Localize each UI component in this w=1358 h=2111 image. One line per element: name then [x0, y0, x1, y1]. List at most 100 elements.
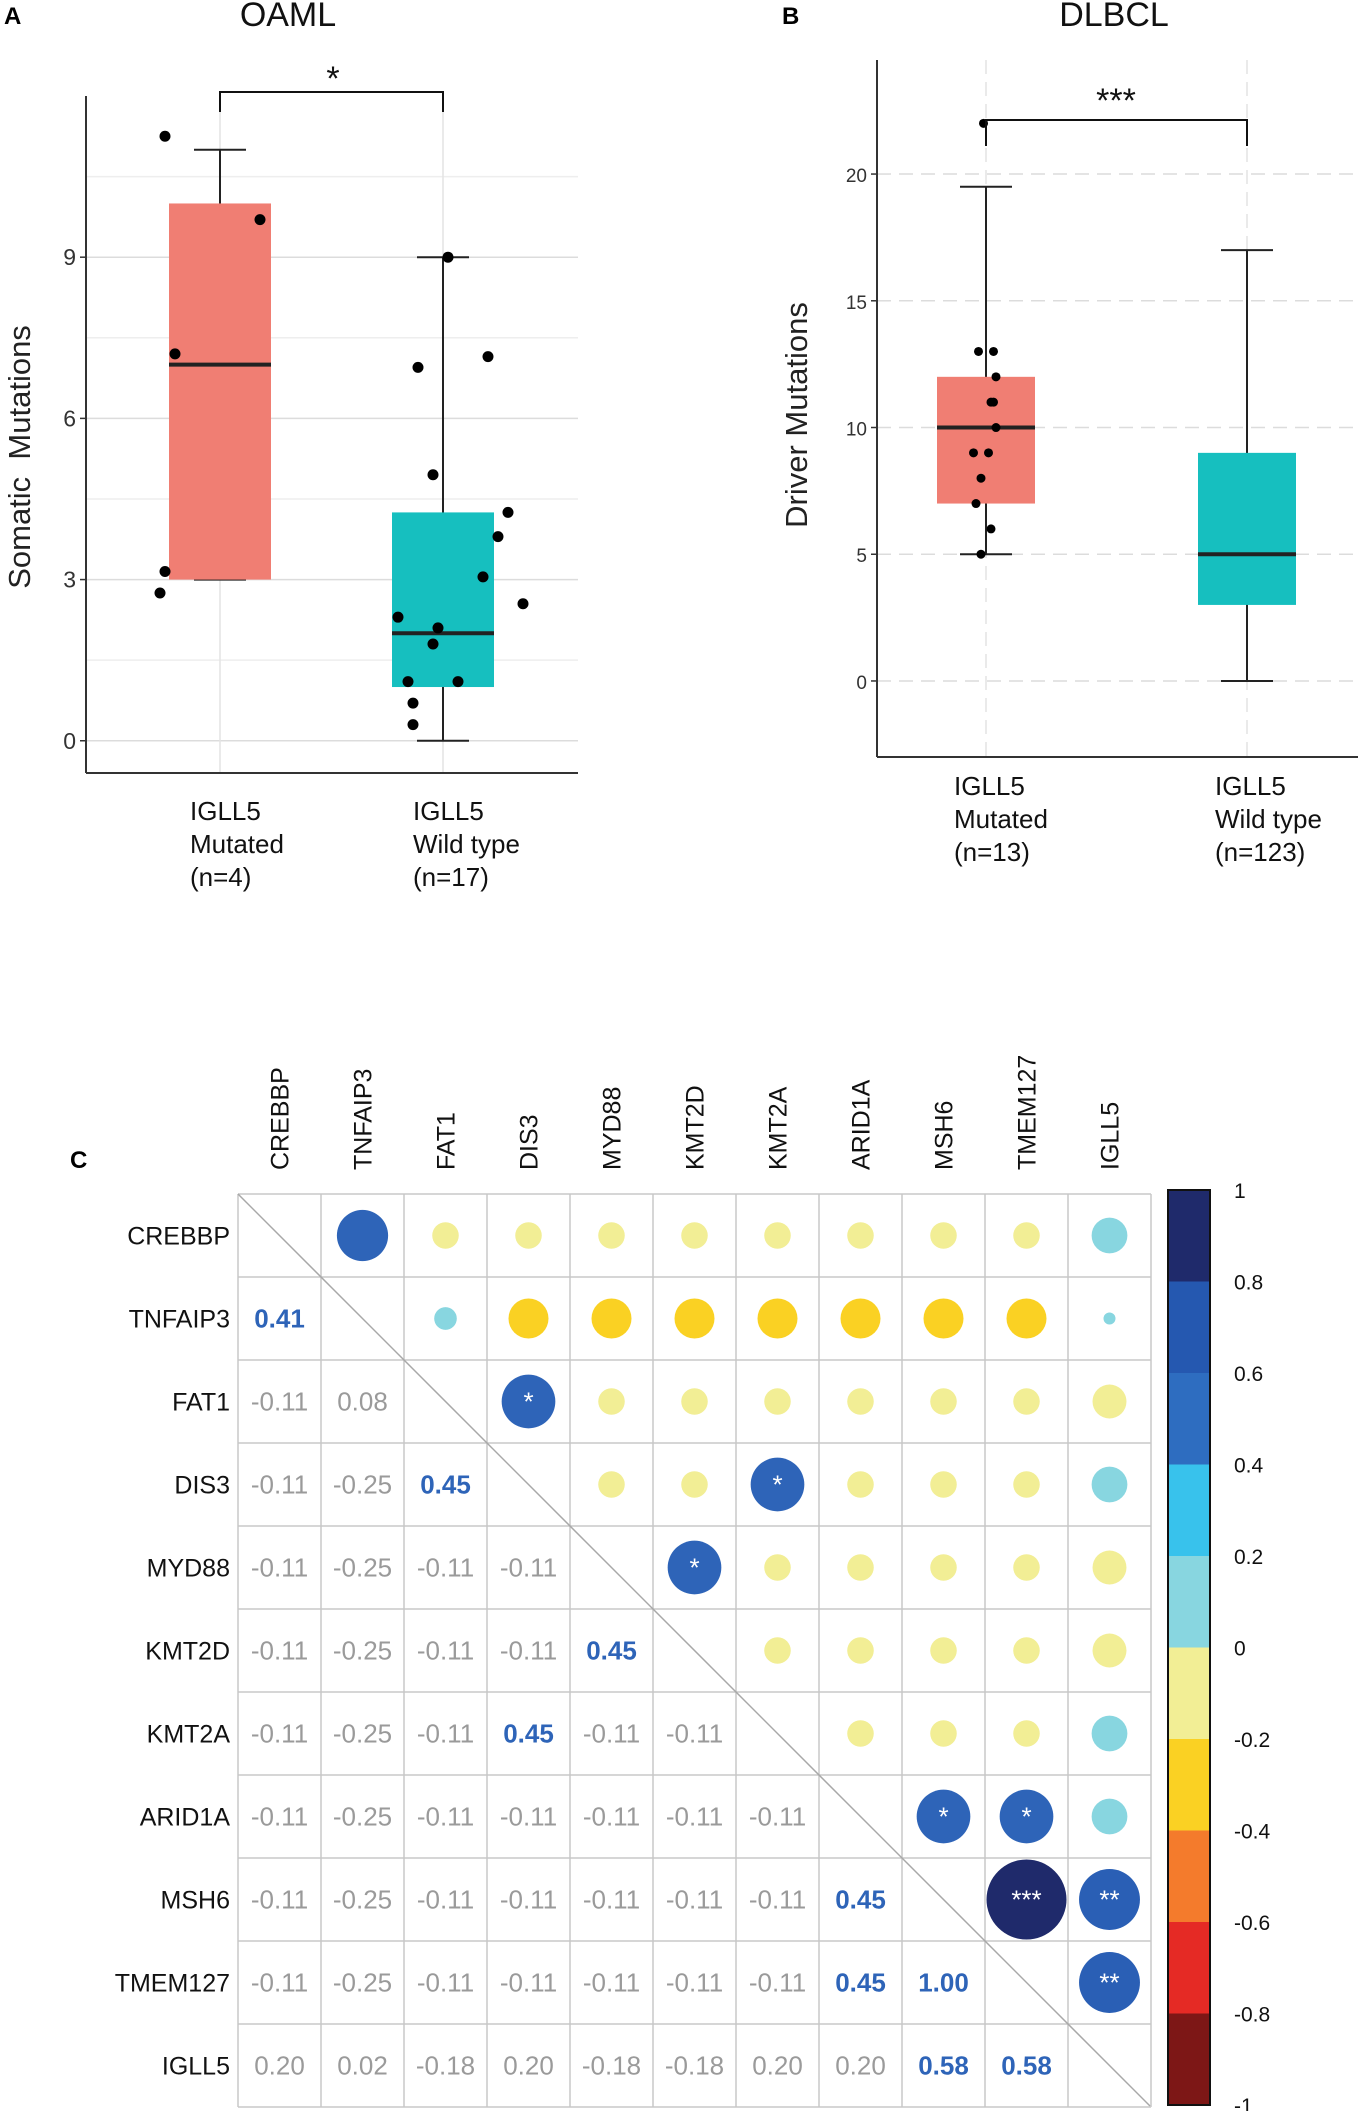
row-gene-label: MYD88 — [147, 1555, 230, 1583]
correlation-circle — [681, 1222, 708, 1249]
correlation-circle — [1079, 1869, 1140, 1930]
data-point — [986, 524, 996, 534]
colorbar-segment — [1168, 1281, 1210, 1373]
colorbar-tick-label: -0.2 — [1234, 1729, 1270, 1752]
colorbar-segment — [1168, 1830, 1210, 1922]
data-point — [976, 549, 986, 559]
correlation-circle — [1091, 1466, 1128, 1503]
colorbar-border — [1167, 1189, 1211, 2106]
column-gene-label: KMT2A — [765, 1086, 793, 1170]
data-point — [254, 214, 266, 226]
column-gene-label: KMT2D — [682, 1085, 710, 1170]
colorbar-tick-label: -0.6 — [1234, 1912, 1270, 1935]
correlation-circle — [847, 1637, 874, 1664]
panel-a-title: OAML — [240, 0, 336, 34]
correlation-value: -0.18 — [665, 2051, 724, 2081]
correlation-value: 1.00 — [918, 1968, 969, 1998]
row-gene-label: TMEM127 — [115, 1970, 230, 1998]
correlation-value: 0.20 — [503, 2051, 554, 2081]
row-gene-label: DIS3 — [174, 1472, 230, 1500]
y-tick-label: 0 — [856, 673, 867, 694]
correlation-value: 0.45 — [835, 1885, 886, 1915]
correlation-circle — [1006, 1298, 1047, 1339]
category-label-line: IGLL5 — [190, 796, 261, 826]
panel-b-boxes — [937, 185, 1296, 682]
correlation-value: 0.58 — [918, 2051, 969, 2081]
colorbar-tick-label: 0 — [1234, 1638, 1246, 1661]
correlation-circle — [1013, 1471, 1040, 1498]
category-label-line: Wild type — [1215, 804, 1322, 834]
correlation-value: -0.11 — [500, 1636, 557, 1666]
panel-b-points — [969, 118, 1001, 559]
data-point — [502, 506, 514, 518]
category-label-line: (n=17) — [413, 862, 489, 892]
correlation-circle — [764, 1554, 791, 1581]
data-point — [392, 611, 404, 623]
column-gene-label: DIS3 — [516, 1114, 544, 1170]
data-point — [407, 719, 419, 731]
correlation-circle — [1013, 1720, 1040, 1747]
panel-b-title: DLBCL — [1059, 0, 1169, 34]
correlation-value: -0.11 — [251, 1968, 308, 1998]
correlation-circle — [930, 1554, 957, 1581]
y-tick-label: 15 — [846, 293, 867, 314]
correlation-circle — [432, 1222, 459, 1249]
correlation-circle — [1092, 1384, 1127, 1419]
significance-mark: *** — [1011, 1885, 1041, 1915]
y-tick-label: 5 — [856, 546, 867, 567]
column-gene-label: CREBBP — [267, 1067, 295, 1170]
correlation-circle — [916, 1789, 971, 1844]
data-point — [492, 531, 504, 543]
correlation-circle — [598, 1222, 625, 1249]
correlation-circle — [764, 1637, 791, 1664]
colorbar-segment — [1168, 2013, 1210, 2105]
category-label-line: Mutated — [190, 829, 284, 859]
matrix-diagonal — [237, 1193, 1151, 2107]
correlation-value: -0.11 — [583, 1968, 640, 1998]
correlation-circle — [757, 1298, 798, 1339]
correlation-circle — [930, 1471, 957, 1498]
row-gene-label: MSH6 — [161, 1887, 230, 1915]
colorbar-tick-label: 0.2 — [1234, 1546, 1263, 1569]
correlation-value: -0.11 — [500, 1802, 557, 1832]
correlation-value: -0.11 — [251, 1719, 308, 1749]
significance-mark: * — [689, 1553, 699, 1583]
correlation-circle — [1013, 1222, 1040, 1249]
category-label-line: IGLL5 — [954, 771, 1025, 801]
correlation-value: -0.25 — [333, 1470, 392, 1500]
colorbar-segment — [1168, 1464, 1210, 1556]
row-gene-label: KMT2A — [147, 1721, 231, 1749]
significance-mark: * — [938, 1802, 948, 1832]
data-point — [482, 351, 494, 363]
column-gene-label: MYD88 — [599, 1087, 627, 1170]
correlation-value: 0.20 — [752, 2051, 803, 2081]
colorbar-segment — [1168, 1373, 1210, 1465]
data-point — [984, 448, 993, 458]
correlation-circle — [999, 1789, 1054, 1844]
correlation-circle — [930, 1222, 957, 1249]
panel-b-significance-label: *** — [1096, 82, 1136, 120]
data-point — [169, 348, 181, 360]
y-tick-label: 20 — [846, 166, 867, 187]
colorbar-tick-label: 0.4 — [1234, 1455, 1264, 1478]
correlation-value: -0.11 — [749, 1885, 806, 1915]
panel-a-significance-label: * — [326, 60, 339, 98]
correlation-circle — [1013, 1388, 1040, 1415]
correlation-value: 0.20 — [835, 2051, 886, 2081]
panel-a-points — [154, 130, 529, 731]
correlation-value: -0.25 — [333, 1636, 392, 1666]
correlation-value: -0.11 — [251, 1387, 308, 1417]
correlation-circle — [930, 1637, 957, 1664]
significance-mark: ** — [1099, 1968, 1119, 1998]
correlation-circle — [598, 1471, 625, 1498]
correlation-circle — [515, 1222, 542, 1249]
correlation-value: -0.11 — [666, 1719, 723, 1749]
correlation-value: -0.11 — [749, 1802, 806, 1832]
correlation-circle — [1091, 1715, 1128, 1752]
data-point — [407, 697, 419, 709]
y-tick-label: 10 — [846, 420, 867, 441]
correlation-circle — [501, 1374, 556, 1429]
category-label-line: Mutated — [954, 804, 1048, 834]
colorbar-tick-label: -0.8 — [1234, 2004, 1270, 2027]
correlation-circle — [930, 1720, 957, 1747]
